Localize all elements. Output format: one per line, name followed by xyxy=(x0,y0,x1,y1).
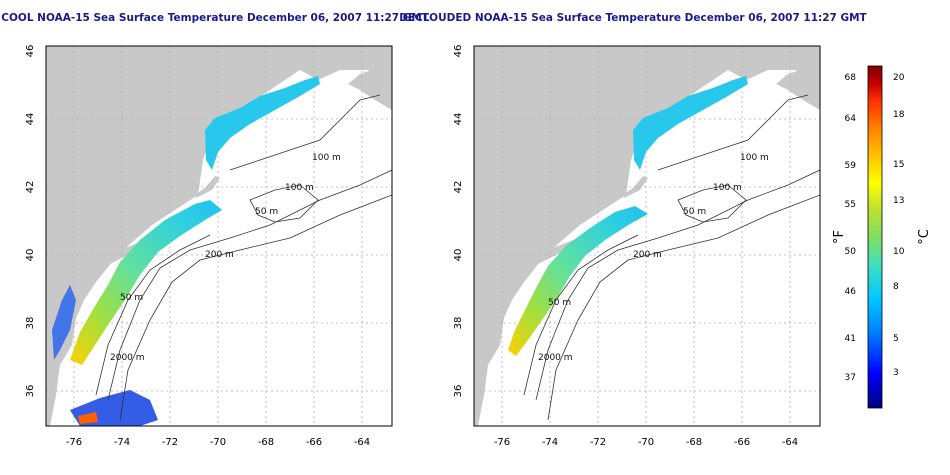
celsius-ticks: 20 18 15 13 10 8 5 3 xyxy=(893,73,905,378)
left-map-title: RU COOL NOAA-15 Sea Surface Temperature … xyxy=(0,12,430,24)
f-tick: 55 xyxy=(845,200,856,210)
sst-speckle-warm xyxy=(78,412,98,424)
us-coast-land xyxy=(46,46,300,426)
lat-tick: 42 xyxy=(453,181,464,194)
nova-scotia-peninsula xyxy=(348,60,392,110)
right-map-panel: DECLOUDED NOAA-15 Sea Surface Temperatur… xyxy=(399,12,867,448)
f-tick: 64 xyxy=(845,114,857,124)
nova-scotia-land xyxy=(728,46,820,95)
contour-label: 100 m xyxy=(740,153,769,163)
lon-tick: -70 xyxy=(638,437,654,448)
left-map-plot: 100 m 100 m 50 m 200 m 50 m 2000 m xyxy=(46,46,392,426)
lat-tick: 42 xyxy=(25,181,36,194)
contour-label: 100 m xyxy=(285,183,314,193)
f-tick: 37 xyxy=(845,373,856,383)
sst-band-midatlantic xyxy=(508,206,648,356)
lat-tick: 36 xyxy=(453,385,464,398)
lat-tick: 40 xyxy=(25,249,36,262)
right-map-title: DECLOUDED NOAA-15 Sea Surface Temperatur… xyxy=(399,12,867,24)
c-tick: 20 xyxy=(893,73,905,83)
lat-tick: 38 xyxy=(453,317,464,330)
contour-label: 200 m xyxy=(205,250,234,260)
fahrenheit-unit-label: °F xyxy=(832,230,847,244)
fahrenheit-ticks: 68 64 59 55 50 46 41 37 xyxy=(845,73,857,383)
contour-label: 100 m xyxy=(713,183,742,193)
right-lon-axis: -76 -74 -72 -70 -68 -66 -64 xyxy=(494,437,798,448)
f-tick: 59 xyxy=(845,161,857,171)
c-tick: 5 xyxy=(893,334,899,344)
sst-speckle-coast xyxy=(52,285,76,360)
contour-label: 2000 m xyxy=(538,353,573,363)
left-map-panel: RU COOL NOAA-15 Sea Surface Temperature … xyxy=(0,12,430,448)
f-tick: 46 xyxy=(845,287,857,297)
sst-band-midatlantic xyxy=(70,200,222,365)
c-tick: 13 xyxy=(893,196,904,206)
c-tick: 15 xyxy=(893,160,904,170)
contour-labels: 100 m 100 m 50 m 200 m 50 m 2000 m xyxy=(538,153,769,363)
contour-label: 100 m xyxy=(312,153,341,163)
celsius-unit-label: °C xyxy=(917,229,932,245)
contour-label: 200 m xyxy=(633,250,662,260)
c-tick: 18 xyxy=(893,110,905,120)
colorbar-scale xyxy=(867,65,883,409)
nova-scotia-land xyxy=(300,46,392,95)
sst-band-northeast xyxy=(205,76,320,170)
right-lat-axis: 36 38 40 42 44 46 xyxy=(453,45,464,398)
lat-tick: 44 xyxy=(453,113,464,126)
contour-label: 50 m xyxy=(548,298,571,308)
f-tick: 68 xyxy=(845,73,857,83)
colorbar: 68 64 59 55 50 46 41 37 20 18 15 13 10 8… xyxy=(832,65,932,409)
lon-tick: -68 xyxy=(258,437,274,448)
lon-tick: -66 xyxy=(734,437,750,448)
lon-tick: -76 xyxy=(66,437,82,448)
right-map-plot: 100 m 100 m 50 m 200 m 50 m 2000 m xyxy=(474,46,820,426)
long-island xyxy=(528,232,588,264)
c-tick: 10 xyxy=(893,247,905,257)
f-tick: 41 xyxy=(845,334,856,344)
lon-tick: -74 xyxy=(542,437,558,448)
contour-label: 50 m xyxy=(683,207,706,217)
lon-tick: -72 xyxy=(590,437,606,448)
sst-band-northeast xyxy=(633,76,748,170)
c-tick: 3 xyxy=(893,368,899,378)
left-lat-axis: 36 38 40 42 44 46 xyxy=(25,45,36,398)
contour-labels: 100 m 100 m 50 m 200 m 50 m 2000 m xyxy=(110,153,341,363)
us-coast-land xyxy=(474,46,728,426)
contour-label: 50 m xyxy=(120,293,143,303)
lon-tick: -64 xyxy=(782,437,798,448)
lat-tick: 40 xyxy=(453,249,464,262)
lat-tick: 38 xyxy=(25,317,36,330)
lon-tick: -66 xyxy=(306,437,322,448)
left-lon-axis: -76 -74 -72 -70 -68 -66 -64 xyxy=(66,437,370,448)
lat-tick: 36 xyxy=(25,385,36,398)
lon-tick: -68 xyxy=(686,437,702,448)
nova-scotia-peninsula xyxy=(776,60,820,110)
c-tick: 8 xyxy=(893,282,899,292)
right-map-frame xyxy=(473,45,821,427)
f-tick: 50 xyxy=(845,247,857,257)
lon-tick: -64 xyxy=(354,437,370,448)
lat-tick: 46 xyxy=(25,45,36,58)
lon-tick: -76 xyxy=(494,437,510,448)
bathymetry-contours xyxy=(523,94,820,421)
lon-tick: -70 xyxy=(210,437,226,448)
lon-tick: -74 xyxy=(114,437,130,448)
lat-tick: 46 xyxy=(453,45,464,58)
left-map-frame xyxy=(45,45,393,427)
lon-tick: -72 xyxy=(162,437,178,448)
lat-tick: 44 xyxy=(25,113,36,126)
bathymetry-contours xyxy=(95,94,392,421)
contour-label: 50 m xyxy=(255,207,278,217)
contour-label: 2000 m xyxy=(110,353,145,363)
